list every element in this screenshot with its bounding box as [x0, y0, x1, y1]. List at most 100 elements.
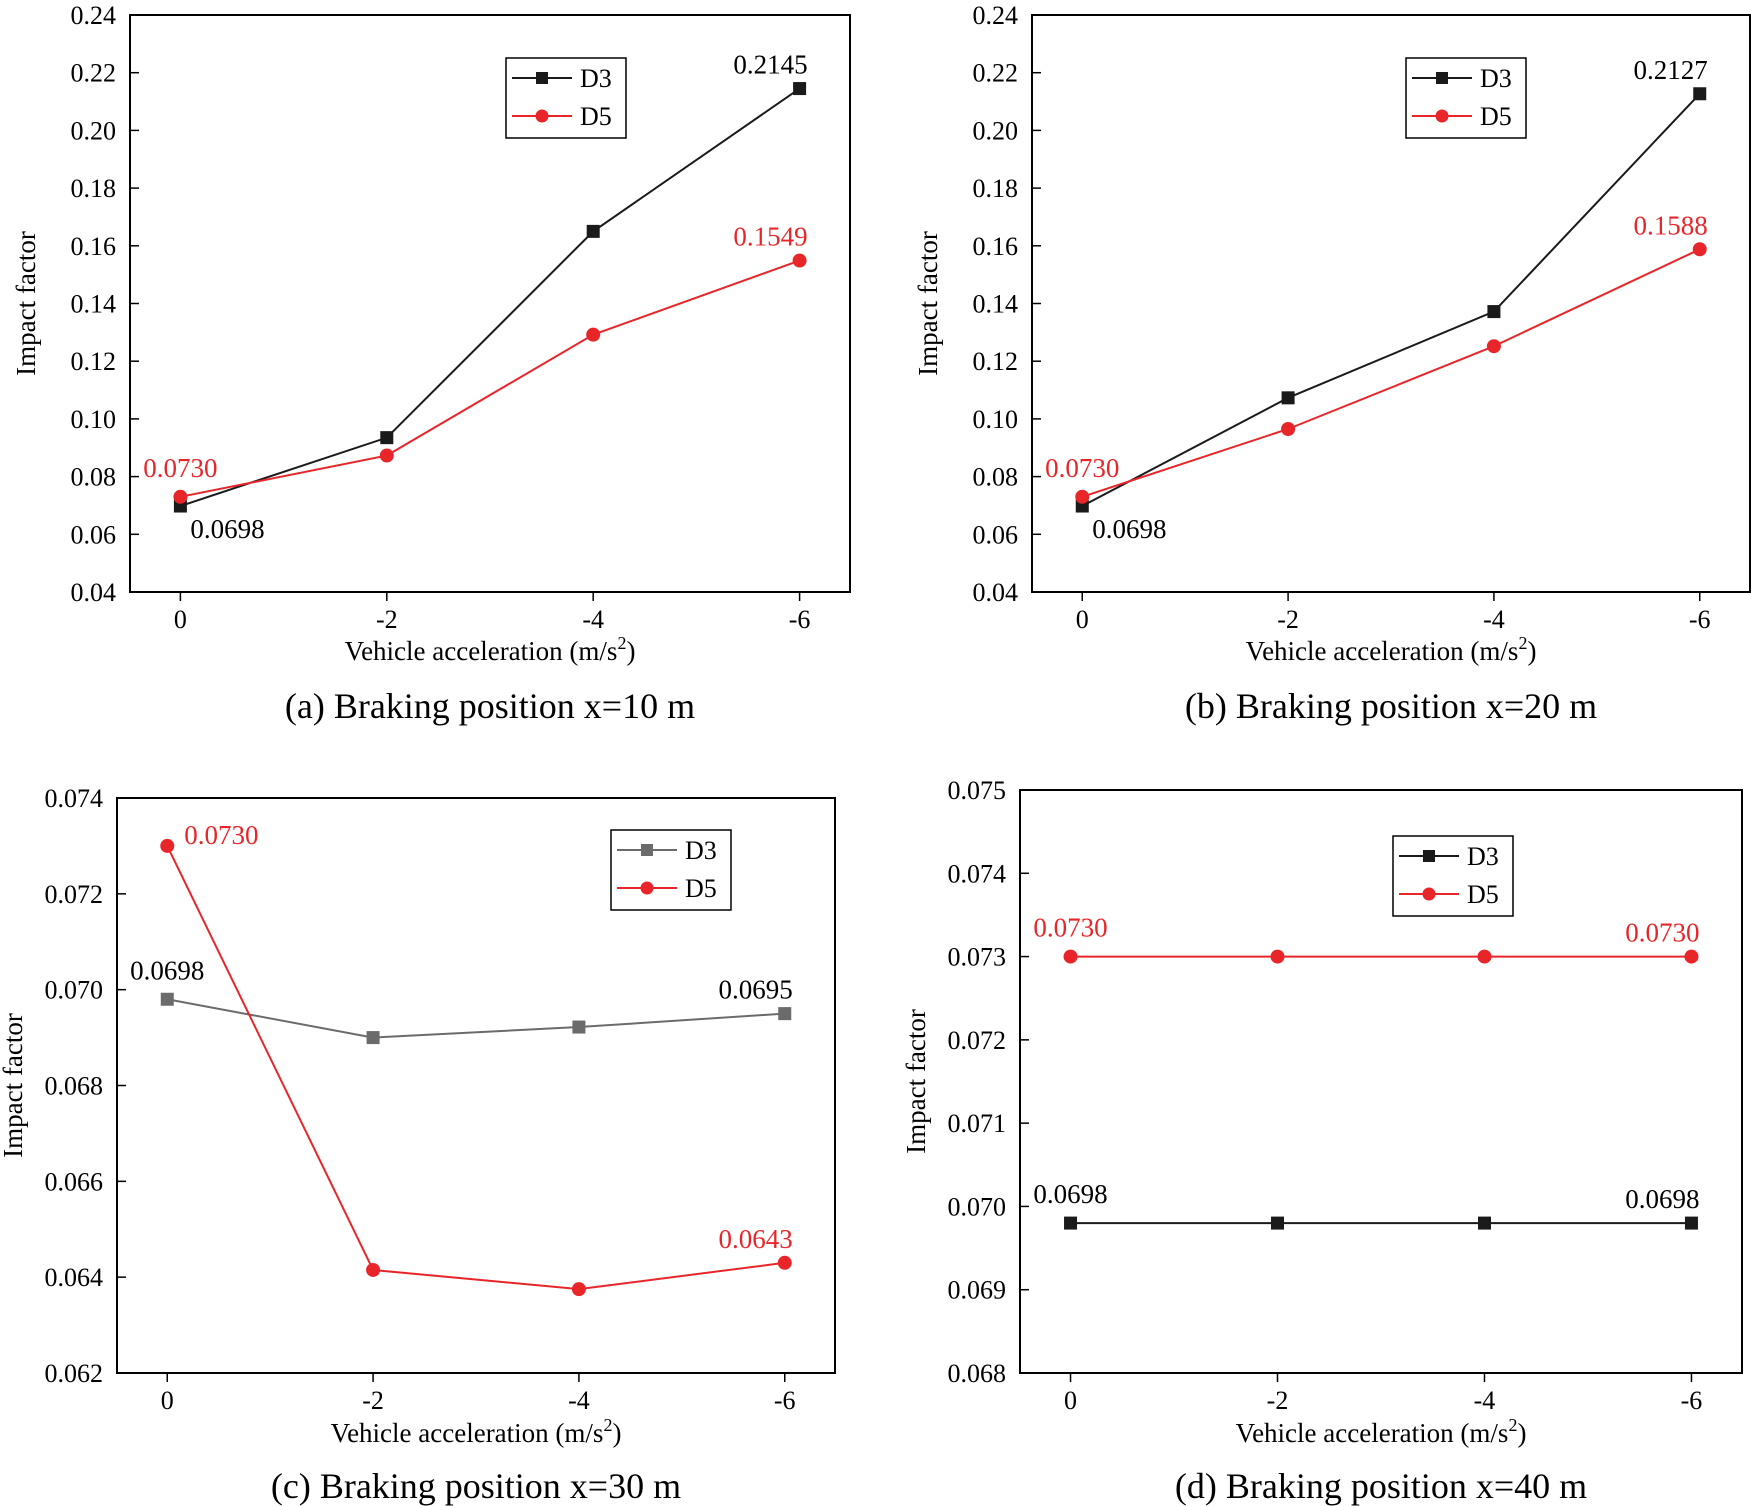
data-label: 0.0698 — [190, 514, 264, 544]
y-tick-label: 0.069 — [948, 1276, 1007, 1305]
y-tick-label: 0.24 — [973, 1, 1019, 30]
y-tick-label: 0.070 — [45, 976, 104, 1005]
data-label: 0.0695 — [718, 975, 792, 1005]
x-tick-label: -4 — [582, 605, 604, 634]
legend-label-D5: D5 — [1467, 880, 1499, 909]
legend-marker-D5 — [535, 109, 549, 123]
y-tick-label: 0.20 — [973, 116, 1019, 145]
data-point-D5 — [1281, 421, 1296, 436]
legend-label-D5: D5 — [1480, 102, 1512, 131]
data-point-D5 — [1477, 949, 1492, 964]
chart-panel-c: 0.062 0.064 0.066 0.068 0.070 0.072 0.074 0 -2 -4… — [0, 784, 836, 1506]
legend-label-D3: D3 — [580, 64, 612, 93]
x-axis-label: Vehicle acceleration (m/s2) — [1246, 633, 1537, 666]
y-tick-label: 0.18 — [71, 174, 117, 203]
data-point-D5 — [792, 253, 807, 268]
y-tick-label: 0.04 — [973, 578, 1019, 607]
x-tick-label: 0 — [174, 605, 187, 634]
data-label: 0.2127 — [1633, 55, 1707, 85]
y-tick-label: 0.075 — [948, 776, 1007, 805]
plot-frame — [1019, 789, 1743, 1374]
series-line-D5 — [1081, 248, 1701, 498]
x-axis-label-main: Vehicle acceleration (m/s — [345, 636, 618, 666]
y-tick-label: 0.064 — [45, 1263, 104, 1292]
x-axis-label-sup: 2 — [603, 1415, 612, 1435]
chart-panel-d: 0.068 0.069 0.070 0.071 0.072 0.073 0.074 0.075… — [901, 776, 1743, 1506]
x-axis-label: Vehicle acceleration (m/s2) — [1236, 1415, 1527, 1448]
data-point-D3 — [793, 82, 807, 96]
y-axis-label: Impact factor — [11, 231, 41, 376]
data-label: 0.0698 — [1092, 514, 1166, 544]
legend-label-D3: D3 — [1480, 64, 1512, 93]
y-axis-label: Impact factor — [901, 1009, 931, 1154]
data-point-D3 — [778, 1007, 792, 1021]
y-tick-label: 0.16 — [71, 232, 117, 261]
data-label: 0.0643 — [718, 1224, 792, 1254]
legend-box — [1405, 57, 1527, 139]
x-axis-label-main: Vehicle acceleration (m/s — [1236, 1418, 1509, 1448]
y-tick-label: 0.071 — [948, 1109, 1007, 1138]
y-tick-label: 0.073 — [948, 943, 1007, 972]
x-axis-label: Vehicle acceleration (m/s2) — [345, 633, 636, 666]
y-tick-label: 0.20 — [71, 116, 117, 145]
data-label: 0.0698 — [130, 955, 204, 985]
x-tick-label: -2 — [376, 605, 398, 634]
legend-marker-D5 — [1435, 109, 1449, 123]
data-label: 0.0730 — [1625, 918, 1699, 948]
x-tick-label: -2 — [1267, 1386, 1289, 1415]
data-point-D3 — [1281, 391, 1295, 405]
series-line-D3 — [1081, 93, 1701, 507]
data-point-D3 — [380, 431, 394, 445]
legend-box — [1392, 835, 1514, 917]
panel-caption: (c) Braking position x=30 m — [271, 1466, 681, 1506]
y-tick-label: 0.10 — [973, 405, 1019, 434]
data-point-D5 — [777, 1255, 792, 1270]
data-point-D3 — [1693, 87, 1707, 101]
x-axis-label-close: ) — [1517, 1418, 1526, 1448]
chart-panel-a: 0.04 0.06 0.08 0.10 0.12 0.14 0.16 0.18 0.20 0.22… — [11, 1, 851, 726]
data-label: 0.0730 — [1033, 913, 1107, 943]
x-tick-label: -4 — [568, 1386, 590, 1415]
legend-marker-D3 — [1436, 72, 1448, 84]
chart-panel-b: 0.04 0.06 0.08 0.10 0.12 0.14 0.16 0.18 0.20 0.22… — [913, 1, 1751, 726]
x-axis-label-close: ) — [626, 636, 635, 666]
x-axis-label-sup: 2 — [1508, 1415, 1517, 1435]
legend-label-D3: D3 — [1467, 842, 1499, 871]
data-label: 0.0730 — [184, 820, 258, 850]
data-point-D3 — [366, 1031, 380, 1045]
panel-caption: (b) Braking position x=20 m — [1185, 686, 1597, 726]
x-axis-label-close: ) — [612, 1418, 621, 1448]
y-tick-label: 0.16 — [973, 232, 1019, 261]
legend-marker-D5 — [1422, 887, 1436, 901]
y-axis-label: Impact factor — [913, 231, 943, 376]
data-point-D5 — [366, 1262, 381, 1277]
x-tick-label: -4 — [1474, 1386, 1496, 1415]
y-tick-label: 0.068 — [45, 1072, 104, 1101]
x-axis-label-main: Vehicle acceleration (m/s — [1246, 636, 1519, 666]
data-label: 0.0698 — [1625, 1184, 1699, 1214]
data-point-D5 — [173, 489, 188, 504]
y-tick-label: 0.14 — [71, 290, 117, 319]
y-tick-label: 0.072 — [948, 1026, 1007, 1055]
x-tick-label: -6 — [774, 1386, 796, 1415]
data-label: 0.0698 — [1033, 1179, 1107, 1209]
y-tick-label: 0.062 — [45, 1359, 104, 1388]
x-tick-label: -2 — [1277, 605, 1299, 634]
x-axis-label-sup: 2 — [1518, 633, 1527, 653]
x-tick-label: 0 — [161, 1386, 174, 1415]
legend-box — [505, 57, 627, 139]
data-point-D3 — [1684, 1216, 1698, 1230]
x-axis-label-main: Vehicle acceleration (m/s — [331, 1418, 604, 1448]
y-tick-label: 0.22 — [973, 59, 1019, 88]
legend-label-D5: D5 — [685, 874, 717, 903]
y-tick-label: 0.08 — [973, 463, 1019, 492]
x-tick-label: 0 — [1076, 605, 1089, 634]
y-tick-label: 0.04 — [71, 578, 117, 607]
data-label: 0.0730 — [1045, 453, 1119, 483]
y-tick-label: 0.10 — [71, 405, 117, 434]
legend-marker-D3 — [536, 72, 548, 84]
x-tick-label: -4 — [1483, 605, 1505, 634]
y-tick-label: 0.070 — [948, 1192, 1007, 1221]
